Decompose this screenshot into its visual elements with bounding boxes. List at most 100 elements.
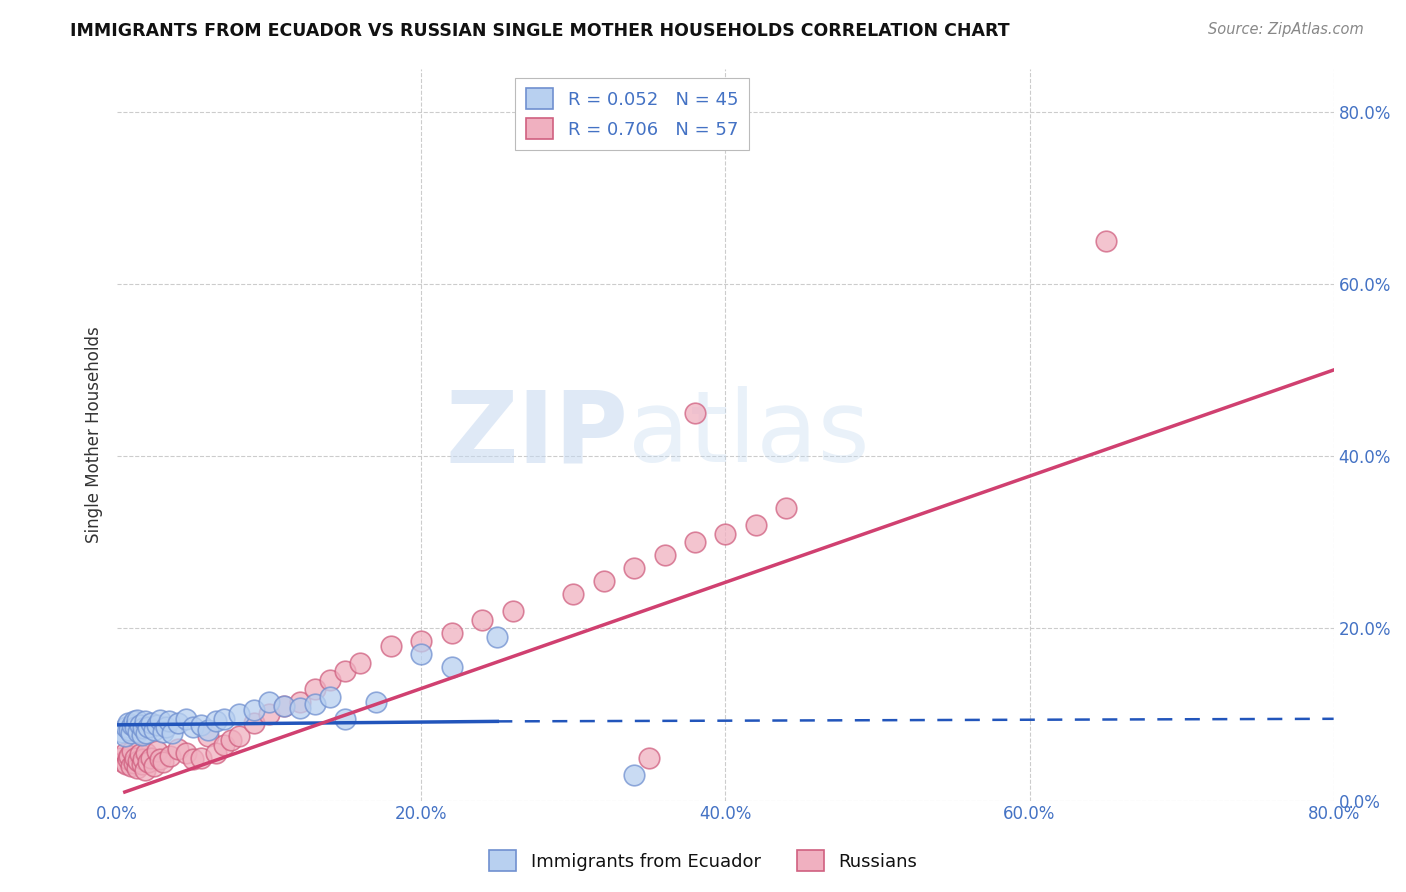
Point	[243, 703, 266, 717]
Point	[110, 750, 132, 764]
Point	[167, 716, 190, 731]
Point	[745, 518, 768, 533]
Point	[131, 728, 153, 742]
Point	[136, 755, 159, 769]
Point	[288, 695, 311, 709]
Point	[205, 746, 228, 760]
Point	[136, 720, 159, 734]
Point	[190, 718, 212, 732]
Point	[115, 757, 138, 772]
Point	[127, 724, 149, 739]
Point	[197, 723, 219, 737]
Point	[135, 726, 157, 740]
Text: Source: ZipAtlas.com: Source: ZipAtlas.com	[1208, 22, 1364, 37]
Point	[335, 712, 357, 726]
Point	[592, 574, 614, 588]
Point	[714, 526, 737, 541]
Point	[562, 587, 585, 601]
Point	[181, 720, 204, 734]
Point	[131, 757, 153, 772]
Point	[111, 724, 134, 739]
Point	[120, 726, 142, 740]
Point	[319, 690, 342, 705]
Point	[273, 698, 295, 713]
Point	[288, 700, 311, 714]
Point	[257, 695, 280, 709]
Point	[117, 752, 139, 766]
Point	[212, 738, 235, 752]
Point	[118, 748, 141, 763]
Point	[471, 613, 494, 627]
Point	[1094, 234, 1116, 248]
Point	[273, 698, 295, 713]
Text: atlas: atlas	[628, 386, 870, 483]
Point	[638, 750, 661, 764]
Point	[440, 660, 463, 674]
Point	[212, 712, 235, 726]
Point	[124, 750, 146, 764]
Point	[683, 406, 706, 420]
Point	[114, 746, 136, 760]
Point	[775, 500, 797, 515]
Point	[142, 759, 165, 773]
Point	[349, 656, 371, 670]
Point	[145, 718, 167, 732]
Point	[125, 761, 148, 775]
Point	[142, 723, 165, 737]
Legend: Immigrants from Ecuador, Russians: Immigrants from Ecuador, Russians	[482, 843, 924, 879]
Point	[683, 535, 706, 549]
Point	[205, 714, 228, 729]
Point	[440, 625, 463, 640]
Point	[411, 634, 433, 648]
Point	[304, 697, 326, 711]
Point	[135, 746, 157, 760]
Point	[134, 714, 156, 729]
Point	[219, 733, 242, 747]
Point	[411, 647, 433, 661]
Point	[152, 755, 174, 769]
Point	[121, 718, 143, 732]
Point	[115, 720, 138, 734]
Point	[127, 754, 149, 768]
Point	[160, 726, 183, 740]
Point	[118, 723, 141, 737]
Point	[181, 752, 204, 766]
Point	[145, 744, 167, 758]
Point	[159, 748, 181, 763]
Point	[304, 681, 326, 696]
Point	[124, 720, 146, 734]
Point	[190, 750, 212, 764]
Point	[155, 720, 177, 734]
Point	[257, 707, 280, 722]
Point	[623, 561, 645, 575]
Point	[228, 707, 250, 722]
Point	[380, 639, 402, 653]
Point	[122, 714, 145, 729]
Point	[112, 755, 135, 769]
Point	[149, 752, 172, 766]
Point	[654, 548, 676, 562]
Point	[174, 712, 197, 726]
Point	[335, 665, 357, 679]
Point	[117, 716, 139, 731]
Point	[121, 744, 143, 758]
Point	[197, 729, 219, 743]
Point	[486, 630, 509, 644]
Point	[132, 752, 155, 766]
Point	[149, 713, 172, 727]
Point	[132, 721, 155, 735]
Point	[623, 768, 645, 782]
Point	[319, 673, 342, 687]
Point	[152, 724, 174, 739]
Point	[167, 742, 190, 756]
Legend: R = 0.052   N = 45, R = 0.706   N = 57: R = 0.052 N = 45, R = 0.706 N = 57	[516, 78, 749, 150]
Point	[243, 716, 266, 731]
Y-axis label: Single Mother Households: Single Mother Households	[86, 326, 103, 543]
Point	[134, 764, 156, 778]
Point	[157, 714, 180, 729]
Point	[139, 750, 162, 764]
Point	[120, 759, 142, 773]
Point	[129, 718, 152, 732]
Point	[122, 756, 145, 770]
Point	[364, 695, 387, 709]
